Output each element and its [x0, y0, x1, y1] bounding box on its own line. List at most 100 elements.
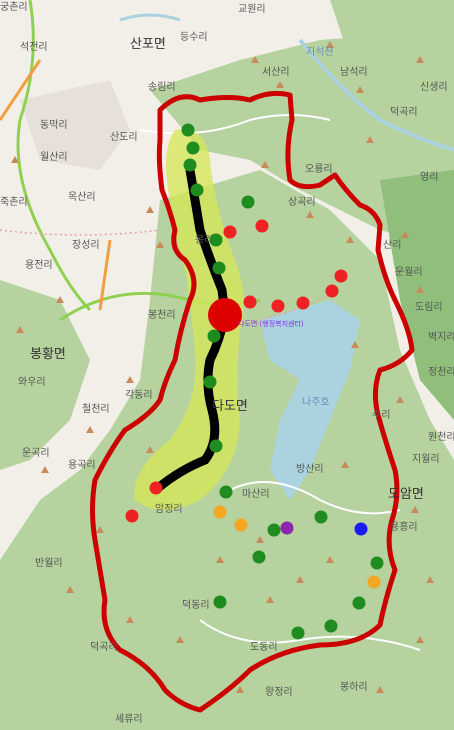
village-label: 석전리	[20, 41, 48, 53]
village-label: 운월리	[395, 266, 423, 278]
peak-icon	[411, 506, 419, 513]
red-marker[interactable]	[125, 509, 139, 523]
peak-icon	[296, 576, 304, 583]
town-area	[20, 80, 130, 170]
village-label: 마산리	[242, 488, 270, 500]
village-label: 궁촌리	[0, 1, 28, 13]
green-marker[interactable]	[203, 375, 217, 389]
village-label: 덕곡리	[390, 106, 418, 118]
village-label: 방산리	[296, 463, 324, 475]
peak-icon	[376, 686, 384, 693]
green-marker[interactable]	[212, 261, 226, 275]
area-label: 산포면	[130, 37, 166, 52]
center-label: 다도면 (행정복지센터)	[238, 319, 304, 328]
village-label: 남석리	[340, 66, 368, 78]
red-marker[interactable]	[149, 481, 163, 495]
village-label: 덕동리	[182, 599, 210, 611]
green-marker[interactable]	[324, 619, 338, 633]
peak-icon	[261, 161, 269, 168]
orange-marker[interactable]	[234, 518, 248, 532]
blue-marker[interactable]	[354, 522, 368, 536]
green-marker[interactable]	[370, 556, 384, 570]
reservoir-label: 나주호	[302, 396, 330, 408]
green-marker[interactable]	[186, 141, 200, 155]
village-label: 벽지리	[428, 331, 454, 343]
center-marker[interactable]	[208, 298, 242, 332]
peak-icon	[416, 286, 424, 293]
peak-icon	[306, 211, 314, 218]
peak-icon	[341, 461, 349, 468]
green-marker[interactable]	[291, 626, 305, 640]
green-marker[interactable]	[241, 195, 255, 209]
village-label: 정천리	[428, 366, 454, 378]
red-marker[interactable]	[271, 299, 285, 313]
green-marker[interactable]	[181, 123, 195, 137]
peak-icon	[351, 341, 359, 348]
road	[98, 239, 112, 311]
peak-icon	[176, 636, 184, 643]
green-marker[interactable]	[219, 485, 233, 499]
red-marker[interactable]	[243, 295, 257, 309]
green-marker[interactable]	[352, 596, 366, 610]
village-label: 원천리	[428, 431, 454, 443]
peak-icon	[426, 576, 434, 583]
village-label: 산리	[383, 239, 401, 251]
purple-marker[interactable]	[280, 521, 294, 535]
peak-icon	[256, 536, 264, 543]
village-label: 도림리	[415, 301, 443, 313]
village-label: 교원리	[238, 3, 266, 15]
peak-icon	[266, 596, 274, 603]
road	[229, 481, 401, 515]
village-label: 암정리	[155, 503, 183, 515]
village-label: 운곡리	[22, 447, 50, 459]
area-label: 도암면	[388, 487, 424, 502]
village-label: 왕정리	[265, 686, 293, 698]
village-label: 죽촌리	[0, 196, 28, 208]
river	[119, 13, 181, 22]
green-marker[interactable]	[207, 329, 221, 343]
peak-icon	[156, 241, 164, 248]
village-label: 도동리	[250, 641, 278, 653]
village-label: 용곡리	[68, 459, 96, 471]
red-marker[interactable]	[296, 296, 310, 310]
peak-icon	[396, 396, 404, 403]
village-label: 서산리	[262, 66, 290, 78]
red-marker[interactable]	[325, 284, 339, 298]
peak-icon	[401, 231, 409, 238]
village-label: 지월리	[412, 453, 440, 465]
peak-icon	[66, 586, 74, 593]
village-label: 봉리	[195, 234, 213, 246]
green-marker[interactable]	[183, 158, 197, 172]
river	[298, 38, 454, 152]
green-marker[interactable]	[213, 595, 227, 609]
village-label: 용흥리	[390, 520, 418, 533]
road	[0, 59, 42, 121]
village-label: 오룡리	[305, 163, 333, 175]
forest-area	[150, 30, 454, 250]
village-label: 봉천리	[148, 309, 176, 321]
village-label: 반월리	[35, 557, 63, 569]
orange-marker[interactable]	[367, 575, 381, 589]
peak-icon	[96, 526, 104, 533]
village-label: 각동리	[125, 389, 153, 401]
red-marker[interactable]	[255, 219, 269, 233]
red-marker[interactable]	[334, 269, 348, 283]
red-marker[interactable]	[223, 225, 237, 239]
green-marker[interactable]	[209, 233, 223, 247]
green-marker[interactable]	[267, 523, 281, 537]
green-marker[interactable]	[252, 550, 266, 564]
green-marker[interactable]	[209, 439, 223, 453]
green-marker[interactable]	[190, 183, 204, 197]
orange-marker[interactable]	[213, 505, 227, 519]
village-label: 와우리	[18, 376, 46, 388]
peak-icon	[216, 556, 224, 563]
peak-icon	[276, 81, 284, 88]
village-label: 송림리	[148, 81, 176, 93]
village-label: 등수리	[180, 31, 208, 43]
green-marker[interactable]	[314, 510, 328, 524]
peak-icon	[416, 56, 424, 63]
